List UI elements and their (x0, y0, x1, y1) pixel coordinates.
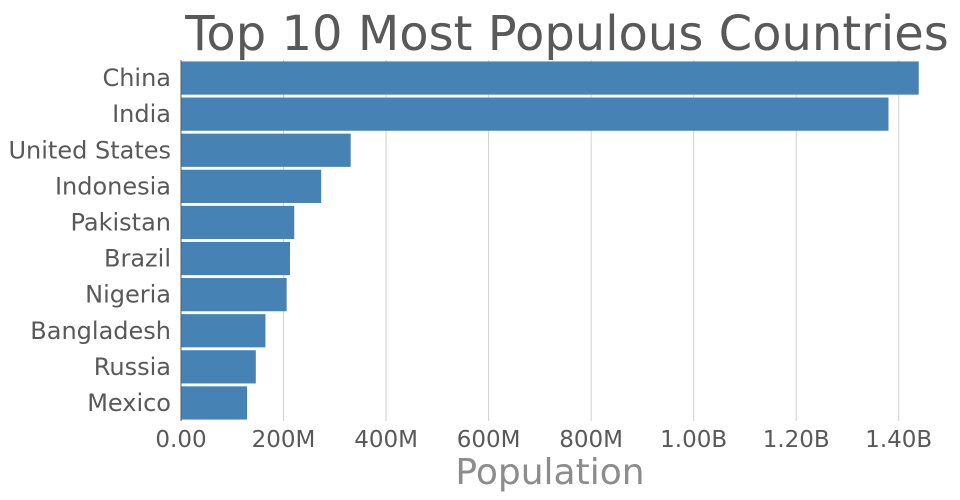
x-tick-labels: 0.00 200M 400M 600M 800M 1.00B 1.20B 1.40B (155, 427, 932, 453)
x-tick-label: 0.00 (155, 427, 206, 453)
x-tick-label: 400M (354, 427, 418, 453)
x-tick-label: 800M (559, 427, 623, 453)
bar (181, 61, 919, 95)
bar (181, 350, 256, 384)
x-axis-title: Population (455, 452, 644, 493)
bar (181, 133, 351, 167)
chart-title: Top 10 Most Populous Countries (184, 6, 949, 62)
category-label: Indonesia (55, 172, 171, 200)
bar (181, 169, 322, 203)
x-tick-label: 1.40B (865, 427, 932, 453)
bar (181, 97, 889, 131)
bar (181, 386, 248, 420)
bar (181, 205, 295, 240)
bar (181, 314, 266, 348)
category-label: Brazil (104, 245, 171, 273)
bars (181, 61, 919, 420)
category-label: Mexico (87, 389, 171, 417)
category-label: Russia (94, 353, 171, 381)
x-tick-label: 200M (252, 427, 316, 453)
category-label: United States (8, 136, 171, 164)
category-label: Bangladesh (30, 317, 171, 345)
category-label: Nigeria (85, 281, 171, 309)
bar (181, 241, 290, 276)
x-tick-label: 600M (457, 427, 521, 453)
x-tick-label: 1.20B (763, 427, 830, 453)
bar (181, 278, 287, 312)
category-label: Pakistan (71, 208, 172, 236)
category-label: India (112, 100, 171, 128)
category-labels: China India United States Indonesia Pakistan… (8, 64, 171, 417)
category-label: China (102, 64, 171, 92)
x-tick-label: 1.00B (660, 427, 727, 453)
